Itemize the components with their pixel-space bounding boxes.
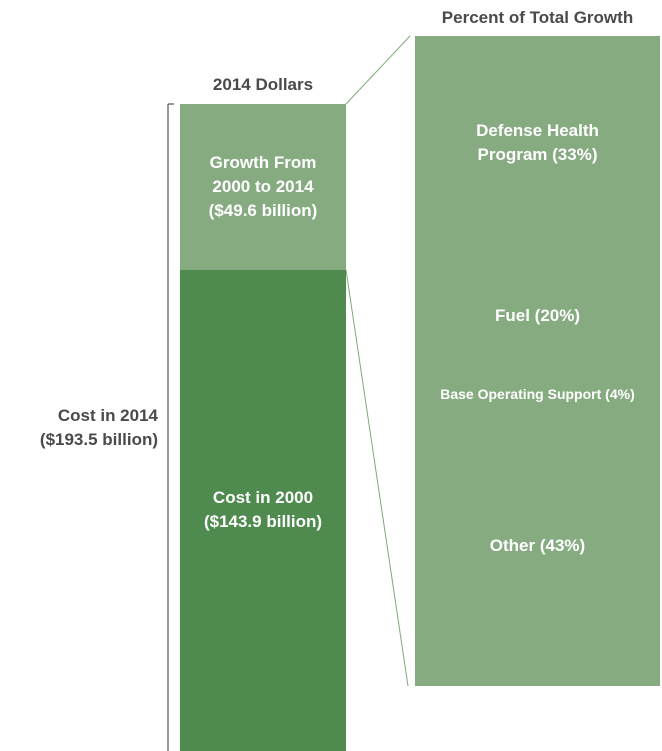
segment-value-label: (4%) [605,385,635,402]
chart-title: Percent of Total Growth [441,8,634,27]
total-value-label: ($193.5 billion) [39,429,158,449]
segment-name: Cost in 2000 [212,488,314,508]
total-name: Cost in 2014 [57,405,158,425]
segment-value-label: ($49.6 billion) [208,200,318,220]
segment-name: Defense Health Program [476,121,599,165]
bar-segment: Other (43%) [415,406,660,686]
segment-name: Other [489,536,536,556]
segment-value-label: (20%) [534,305,581,325]
bar-segment: Defense Health Program (33%) [415,36,660,251]
segment-label: Base Operating Support (4%) [440,382,634,406]
segment-name: Growth From 2000 to 2014 [209,152,317,196]
segment-label: Growth From 2000 to 2014 ($49.6 billion) [190,151,336,223]
bar-segment: Cost in 2000 ($143.9 billion) [180,269,346,751]
segment-label: Defense Health Program (33%) [455,119,620,167]
bar-segment: Base Operating Support (4%) [415,380,660,407]
segment-value-label: (43%) [539,536,586,556]
segment-value-label: ($143.9 billion) [203,512,323,532]
segment-label: Cost in 2000 ($143.9 billion) [204,486,322,534]
segment-name: Base Operating Support [440,385,602,402]
bar-segment: Fuel (20%) [415,250,660,381]
bar-segment: Growth From 2000 to 2014 ($49.6 billion) [180,104,346,270]
segment-name: Fuel [494,305,530,325]
chart-title: 2014 Dollars [212,75,314,94]
connector-top [345,35,411,105]
segment-label: Other (43%) [490,534,585,558]
total-label: Cost in 2014 ($193.5 billion) [0,404,158,452]
segment-label: Fuel (20%) [495,304,580,328]
segment-value-label: (33%) [552,145,598,165]
connector-bottom [345,269,409,687]
